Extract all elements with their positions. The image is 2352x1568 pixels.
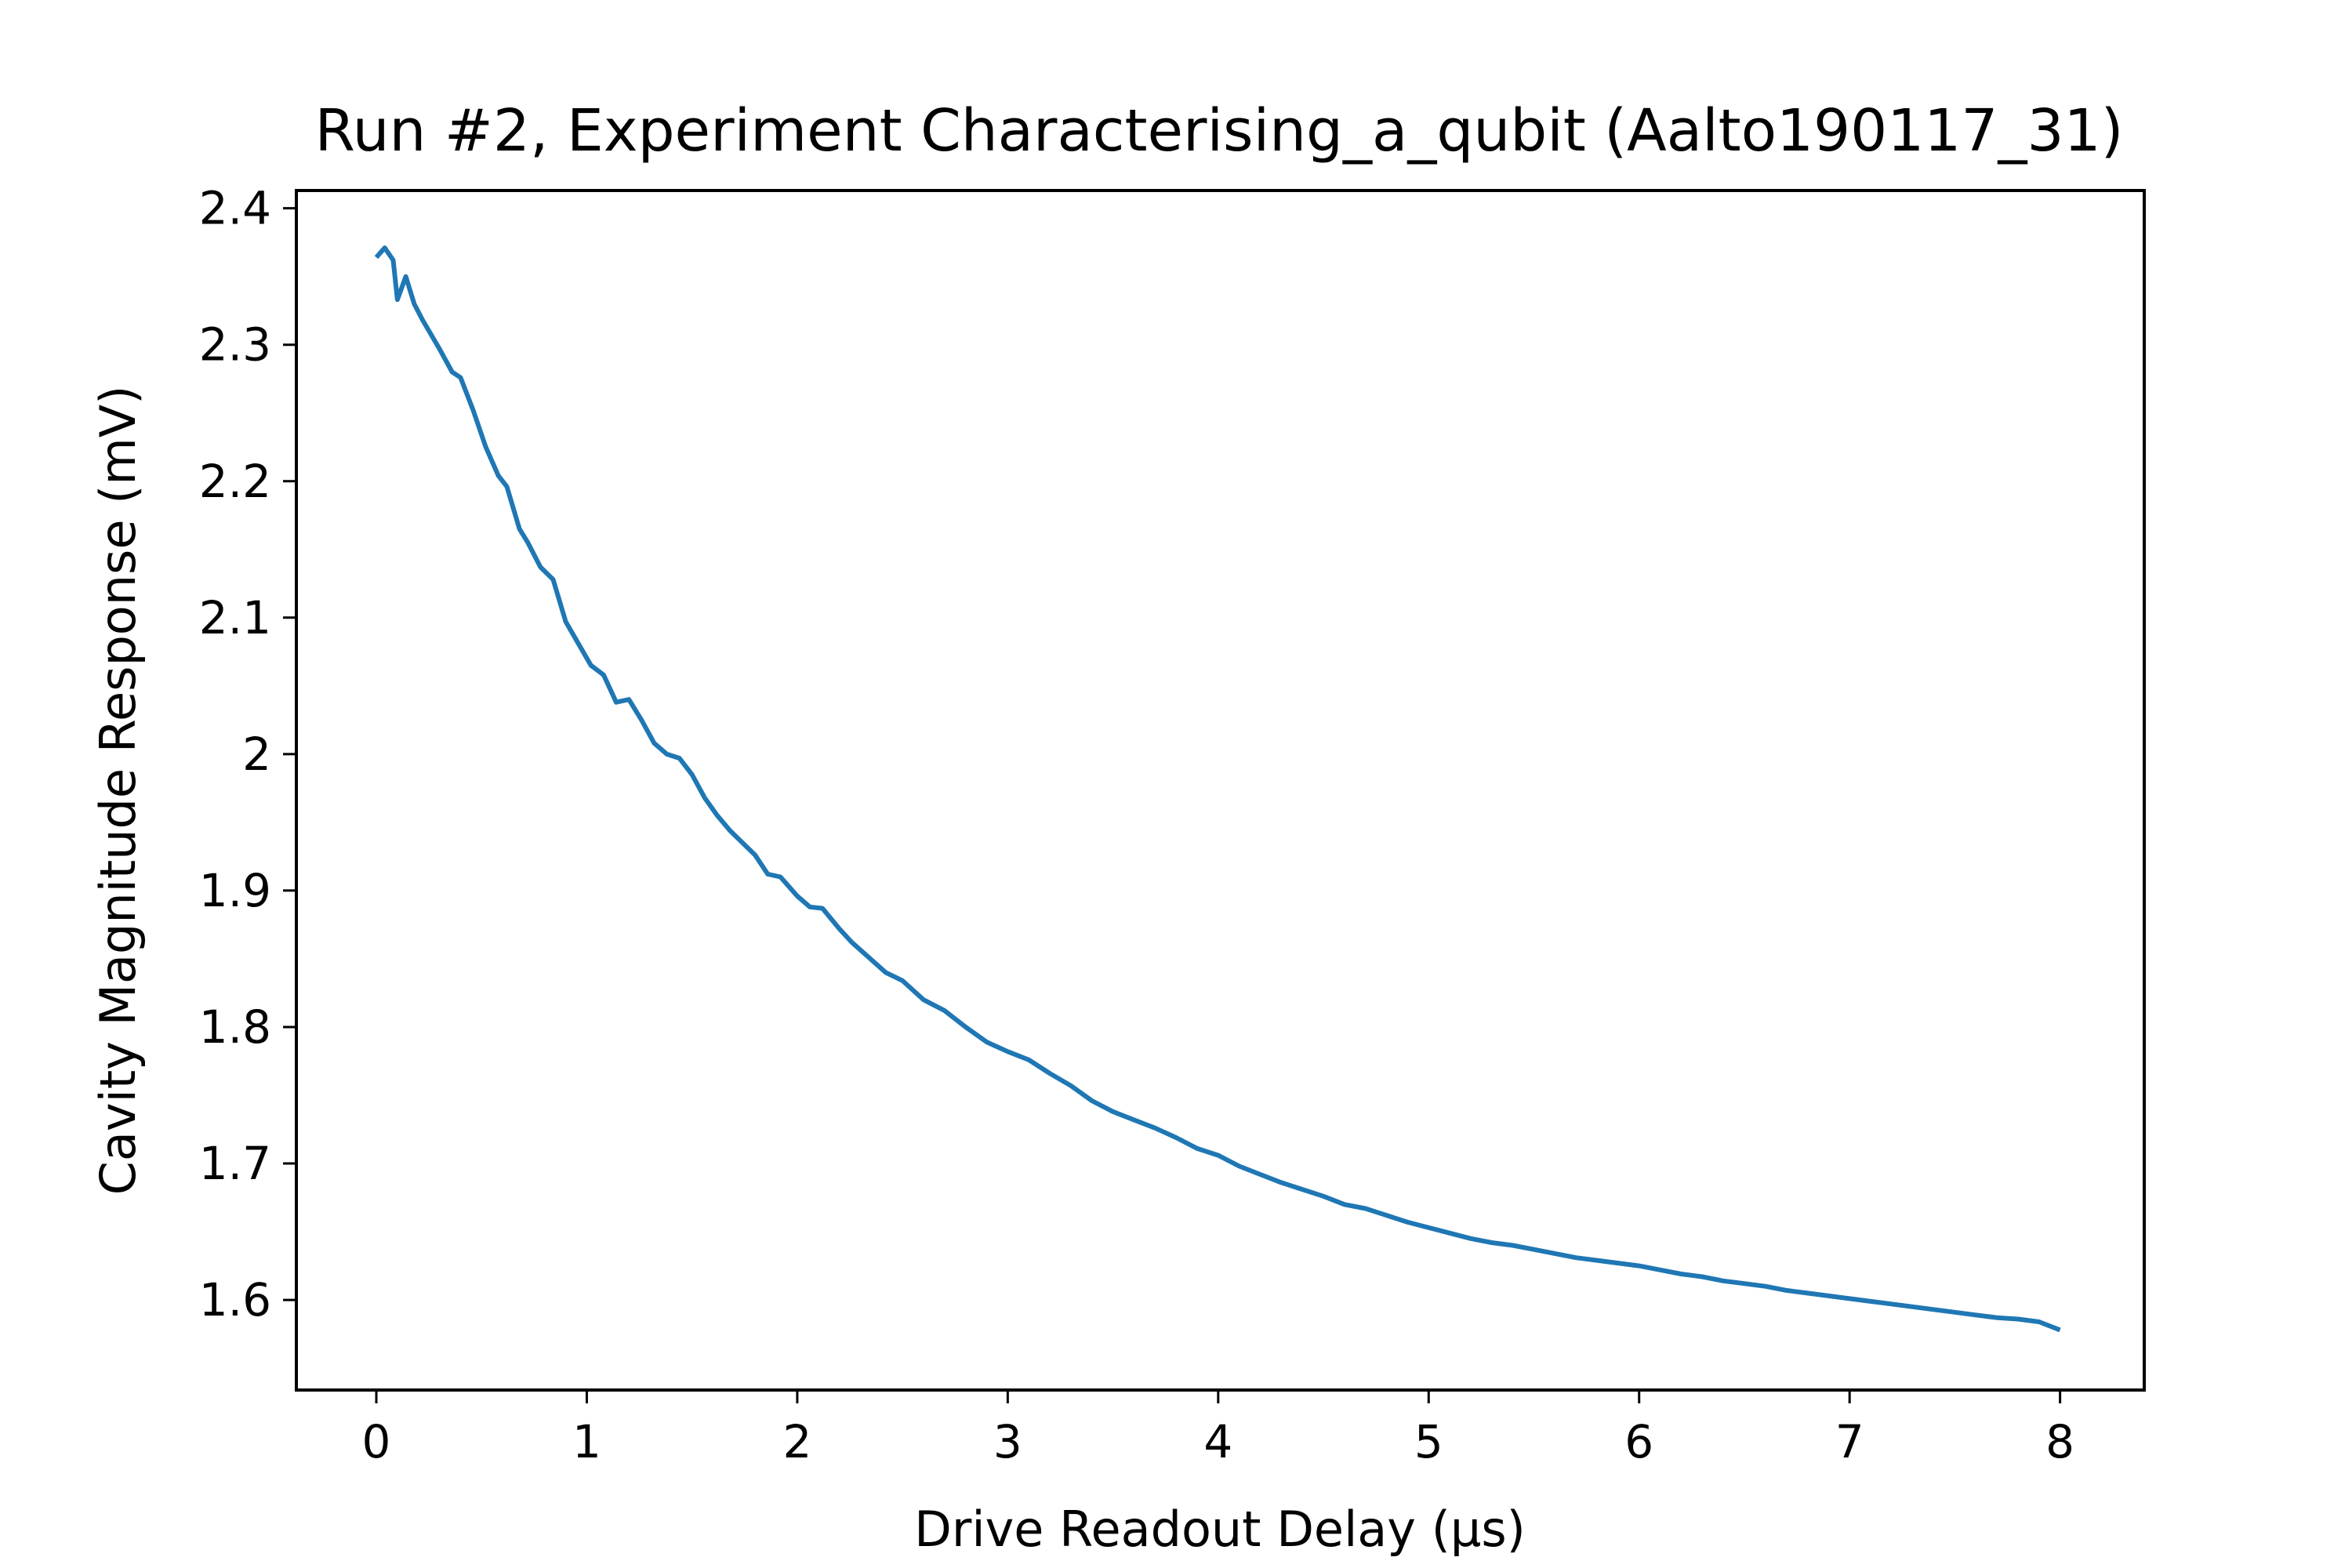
x-tick-label: 7: [1835, 1415, 1864, 1468]
x-tick-label: 2: [782, 1415, 811, 1468]
y-tick-label: 1.7: [199, 1137, 271, 1190]
x-tick-label: 0: [362, 1415, 391, 1468]
plot-area: [374, 245, 2061, 1333]
x-axis-label: Drive Readout Delay (µs): [914, 1501, 1526, 1558]
x-tick-label: 6: [1624, 1415, 1653, 1468]
chart-title: Run #2, Experiment Characterising_a_qubi…: [314, 97, 2123, 165]
y-tick-label: 2.4: [199, 182, 271, 235]
x-tick-label: 8: [2045, 1415, 2074, 1468]
y-tick-label: 1.6: [199, 1273, 271, 1327]
y-tick-label: 1.8: [199, 1000, 271, 1054]
x-tick-label: 3: [993, 1415, 1022, 1468]
y-tick-label: 1.9: [199, 864, 271, 917]
x-tick-label: 1: [572, 1415, 601, 1468]
y-axis-label: Cavity Magnitude Response (mV): [89, 386, 147, 1196]
y-tick-label: 2.2: [199, 455, 271, 508]
x-axis: 0 1 2 3 4 5 6 7 8: [362, 1390, 2074, 1468]
axes-frame: [295, 189, 2146, 1392]
x-tick-label: 4: [1203, 1415, 1232, 1468]
x-tick-label: 5: [1414, 1415, 1443, 1468]
y-axis: 1.6 1.7 1.8 1.9 2 2.1 2.2 2.3 2.4: [199, 182, 296, 1327]
y-tick-label: 2.3: [199, 318, 271, 372]
series-line-0: [374, 245, 2061, 1333]
y-tick-label: 2.1: [199, 591, 271, 644]
y-tick-label: 2: [242, 728, 271, 781]
